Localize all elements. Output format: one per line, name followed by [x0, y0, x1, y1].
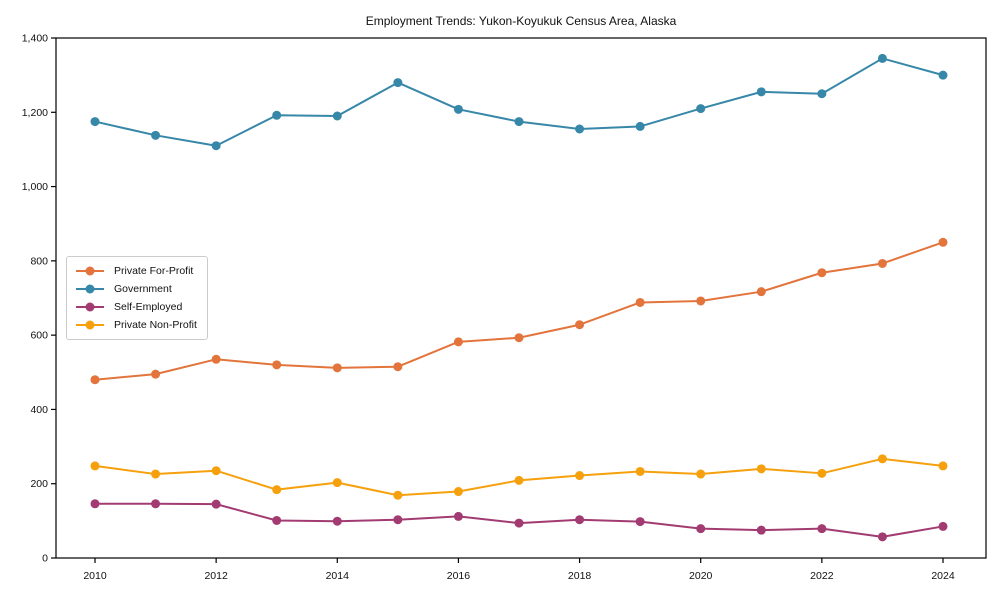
legend-swatch [76, 302, 104, 312]
y-axis-tick-label: 1,200 [22, 107, 48, 119]
y-axis-tick-label: 400 [30, 404, 48, 416]
data-point-marker [453, 487, 463, 497]
legend-item-government: Government [75, 280, 197, 298]
data-point-marker [938, 237, 948, 247]
data-point-marker [332, 478, 342, 488]
data-point-marker [635, 297, 645, 307]
data-point-marker [211, 499, 221, 509]
data-point-marker [575, 471, 585, 481]
data-point-marker [453, 511, 463, 521]
chart-title: Employment Trends: Yukon-Koyukuk Census … [365, 14, 677, 28]
legend-label: Private Non-Profit [114, 319, 197, 331]
legend-label: Self-Employed [114, 301, 183, 313]
series-line-private-for-profit [94, 241, 944, 381]
data-point-marker [151, 130, 161, 140]
data-point-marker [575, 124, 585, 134]
data-point-marker [90, 117, 100, 127]
data-point-marker [575, 320, 585, 330]
data-point-marker [635, 517, 645, 527]
data-point-marker [211, 354, 221, 364]
x-axis-tick-label: 2020 [689, 570, 713, 582]
legend-swatch [76, 284, 104, 294]
legend-swatch [76, 266, 104, 276]
data-point-marker [756, 287, 766, 297]
x-axis-tick-label: 2014 [326, 570, 350, 582]
data-point-marker [756, 525, 766, 535]
data-point-marker [756, 464, 766, 474]
data-point-marker [151, 469, 161, 479]
data-point-marker [151, 499, 161, 509]
legend-marker [85, 266, 95, 276]
data-point-marker [332, 516, 342, 526]
y-axis-tick-label: 800 [30, 255, 48, 267]
x-axis-tick-label: 2024 [931, 570, 955, 582]
data-point-marker [514, 475, 524, 485]
data-point-marker [514, 117, 524, 127]
y-axis-tick-label: 1,400 [22, 33, 48, 45]
legend-swatch [76, 320, 104, 330]
legend-marker [85, 320, 95, 330]
y-axis-tick-label: 600 [30, 330, 48, 342]
x-axis-tick-label: 2016 [447, 570, 471, 582]
data-point-marker [635, 466, 645, 476]
x-axis-tick-label: 2018 [568, 570, 592, 582]
data-point-marker [211, 466, 221, 476]
data-point-marker [272, 110, 282, 120]
series-line-government [94, 57, 944, 147]
legend-item-self-employed: Self-Employed [75, 298, 197, 316]
data-point-marker [635, 121, 645, 131]
data-point-marker [211, 141, 221, 151]
data-point-marker [453, 104, 463, 114]
data-point-marker [817, 524, 827, 534]
data-point-marker [938, 461, 948, 471]
data-point-marker [90, 499, 100, 509]
data-point-marker [877, 532, 887, 542]
data-point-marker [817, 89, 827, 99]
legend-label: Private For-Profit [114, 265, 194, 277]
data-point-marker [938, 70, 948, 80]
legend-item-private-non-profit: Private Non-Profit [75, 316, 197, 334]
data-point-marker [817, 268, 827, 278]
data-point-marker [393, 78, 403, 88]
y-axis-tick-label: 1,000 [22, 181, 48, 193]
data-point-marker [393, 490, 403, 500]
data-point-marker [514, 333, 524, 343]
data-point-marker [90, 461, 100, 471]
data-point-marker [877, 258, 887, 268]
y-axis-tick-label: 0 [42, 553, 48, 565]
x-axis-tick-label: 2010 [83, 570, 107, 582]
data-point-marker [453, 337, 463, 347]
data-point-marker [938, 521, 948, 531]
data-point-marker [756, 87, 766, 97]
y-axis-tick-label: 200 [30, 478, 48, 490]
data-point-marker [272, 515, 282, 525]
x-axis-tick-label: 2022 [810, 570, 834, 582]
data-point-marker [696, 469, 706, 479]
data-point-marker [393, 362, 403, 372]
data-point-marker [877, 53, 887, 63]
data-point-marker [514, 518, 524, 528]
data-point-marker [877, 454, 887, 464]
x-axis-tick-label: 2012 [204, 570, 228, 582]
data-point-marker [151, 369, 161, 379]
data-point-marker [272, 360, 282, 370]
plot-area-border [55, 37, 987, 559]
data-point-marker [393, 515, 403, 525]
data-point-marker [575, 515, 585, 525]
data-point-marker [696, 296, 706, 306]
data-point-marker [332, 363, 342, 373]
data-point-marker [696, 524, 706, 534]
data-point-marker [90, 375, 100, 385]
data-point-marker [272, 485, 282, 495]
data-point-marker [696, 104, 706, 114]
legend: Private For-Profit Government Self-Employe… [66, 256, 208, 340]
legend-item-private-for-profit: Private For-Profit [75, 262, 197, 280]
data-point-marker [817, 468, 827, 478]
legend-marker [85, 302, 95, 312]
data-point-marker [332, 111, 342, 121]
legend-label: Government [114, 283, 172, 295]
legend-marker [85, 284, 95, 294]
